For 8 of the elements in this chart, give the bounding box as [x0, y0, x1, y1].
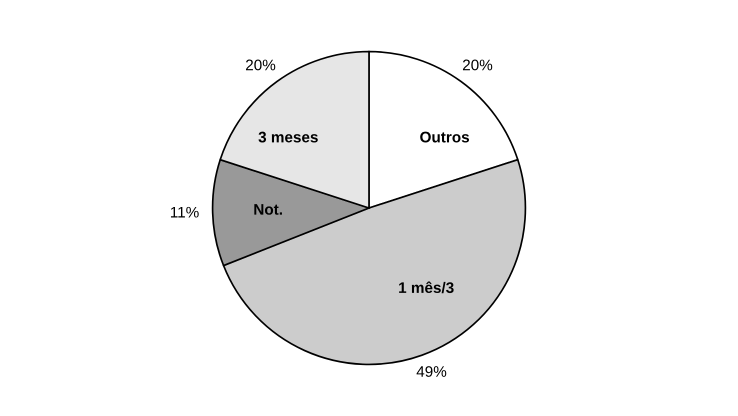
data-label: 49%	[416, 366, 446, 377]
data-label: 20%	[246, 60, 276, 70]
slice-label: 3 meses	[258, 132, 318, 143]
slice-label: Not.	[254, 204, 282, 215]
slice-label: Outros	[420, 132, 470, 142]
data-label: 20%	[462, 60, 492, 70]
data-label: 11%	[170, 206, 199, 218]
slice-label: 1 mês/3	[399, 281, 454, 294]
